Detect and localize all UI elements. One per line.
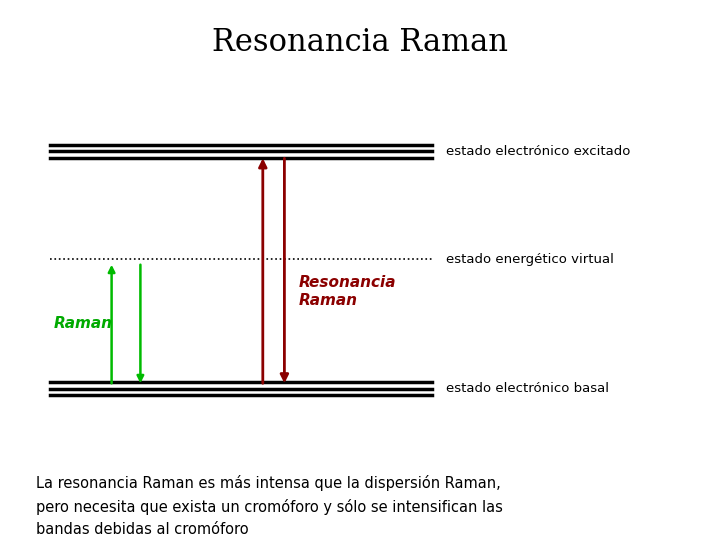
Text: Resonancia
Raman: Resonancia Raman (299, 275, 396, 308)
Text: estado electrónico basal: estado electrónico basal (446, 382, 609, 395)
Text: estado electrónico excitado: estado electrónico excitado (446, 145, 631, 158)
Text: estado energético virtual: estado energético virtual (446, 253, 614, 266)
Text: La resonancia Raman es más intensa que la dispersión Raman,
pero necesita que ex: La resonancia Raman es más intensa que l… (36, 475, 503, 537)
Text: Resonancia Raman: Resonancia Raman (212, 27, 508, 58)
Text: Raman: Raman (53, 316, 112, 332)
